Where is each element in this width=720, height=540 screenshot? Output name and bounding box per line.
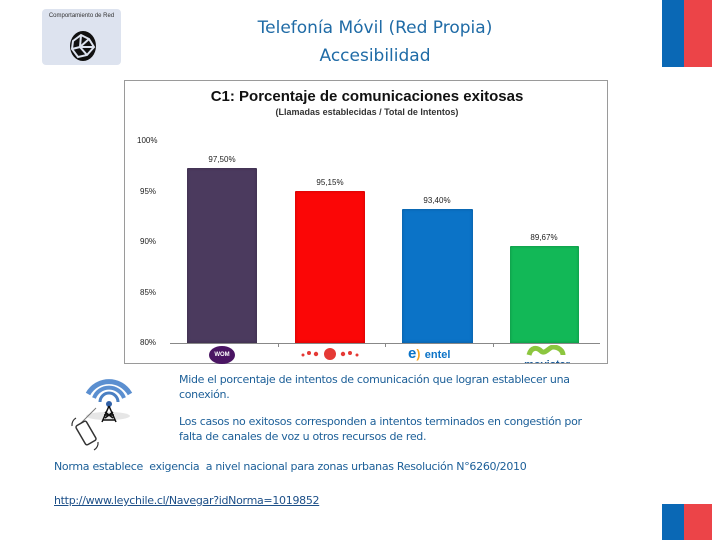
page-title: Telefonía Móvil (Red Propia) Accesibilid… [200,14,550,70]
description-paragraph-2: Los casos no exitosos corresponden a int… [179,415,582,443]
claro-logo [301,348,359,360]
badge-label: Comportamiento de Red [48,13,115,19]
bar-value-wom: 97,50% [208,155,236,164]
section-badge: Comportamiento de Red [42,9,121,65]
y-tick: 100% [137,136,158,145]
y-tick: 95% [140,187,157,196]
chart-subtitle: (Llamadas establecidas / Total de Intent… [275,107,459,117]
bar-chart: C1: Porcentaje de comunicaciones exitosa… [124,80,608,364]
movistar-logo: movistar [517,343,577,363]
flag-stripe-blue-bottom [662,504,684,540]
bar-movistar [510,246,579,343]
leychile-link[interactable]: http://www.leychile.cl/Navegar?idNorma=1… [54,494,320,507]
entel-e-icon: e [408,345,417,362]
wom-logo: WOM [209,346,235,364]
globe-icon [70,31,96,61]
y-tick: 80% [140,338,157,347]
y-tick: 90% [140,237,157,246]
flag-stripe-red-bottom [684,504,712,540]
bar-value-movistar: 89,67% [530,233,558,242]
movistar-m-icon [526,344,566,356]
antenna-phone-icon [71,379,133,451]
flag-stripe-blue-top [662,0,684,67]
title-line-1: Telefonía Móvil (Red Propia) [257,18,493,38]
bar-wom [187,168,257,343]
y-tick: 85% [140,288,157,297]
entel-logo: e) entel [408,345,451,362]
x-axis-tick [493,343,494,347]
bar-entel [402,209,473,343]
bar-value-entel: 93,40% [423,196,451,205]
x-axis-tick [278,343,279,347]
flag-stripe-red-top [684,0,712,67]
chart-title: C1: Porcentaje de comunicaciones exitosa… [210,88,524,105]
bar-claro [295,191,365,343]
norma-text: Norma establece exigencia a nivel nacion… [54,460,527,473]
description-paragraph-1: Mide el porcentaje de intentos de comuni… [179,373,570,401]
title-line-2: Accesibilidad [319,46,431,66]
x-axis-tick [385,343,386,347]
bar-value-claro: 95,15% [316,178,344,187]
